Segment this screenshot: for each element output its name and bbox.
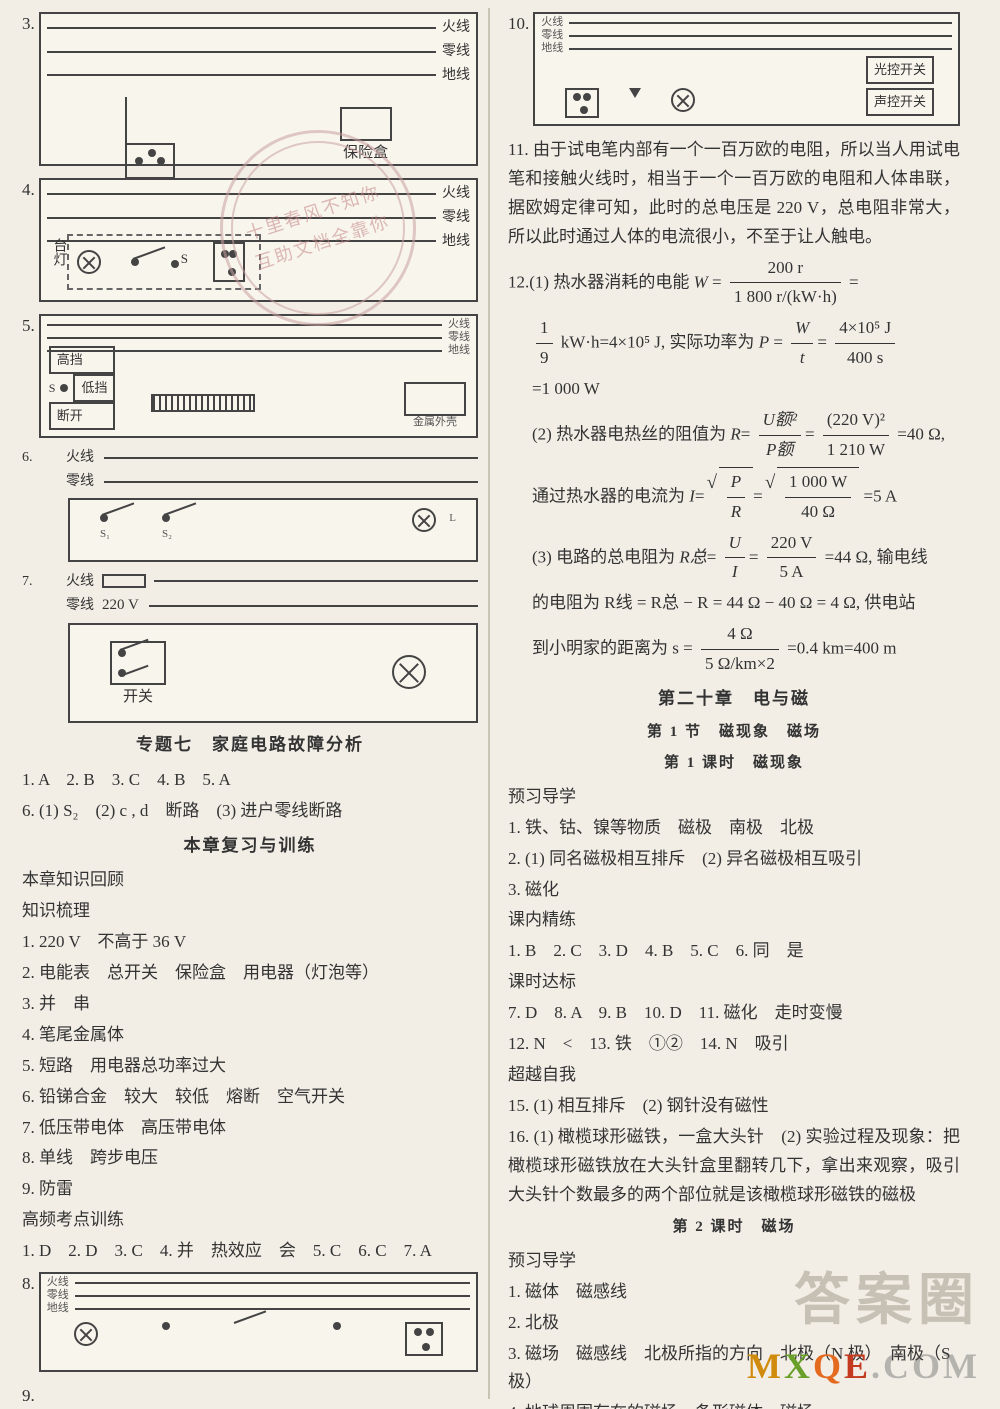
diagram-6: 6.火线 零线 S₁ S₂ L: [22, 446, 478, 562]
answer-12-1: 12.(1) 热水器消耗的电能 W = 200 r 1 800 r/(kW·h)…: [508, 254, 960, 313]
diagram-9: 9. 火线 零线 卧室灯 客厅灯: [22, 1382, 478, 1409]
topic7-ans-2: 6. (1) S₂ (2) c , d 断路 (3) 进户零线断路: [22, 797, 478, 826]
left-column: 3. 火线 零线 地线 插座: [10, 8, 490, 1399]
ch20-sec1: 第 1 节 磁现象 磁场: [508, 720, 960, 746]
p2-title: 第 2 课时 磁场: [508, 1215, 960, 1241]
freq-ans: 1. D 2. D 3. C 4. 并 热效应 会 5. C 6. C 7. A: [22, 1237, 478, 1266]
answer-12-3: (3) 电路的总电阻为 R总= U I= 220 V 5 A =44 Ω, 输电…: [508, 529, 960, 588]
num-4: 4.: [22, 176, 35, 205]
ch20-p1: 第 1 课时 磁现象: [508, 751, 960, 777]
diagram-8: 8. 火线 零线 地线: [22, 1268, 478, 1380]
topic7-title: 专题七 家庭电路故障分析: [22, 731, 478, 760]
review-h2: 知识梳理: [22, 897, 478, 926]
diagram-3: 3. 火线 零线 地线 插座: [22, 8, 478, 174]
answer-12-2: (2) 热水器电热丝的阻值为 R= U额² P额= (220 V)² 1 210…: [508, 406, 960, 465]
right-column: 10. 火线 零线 地线 光控开关 声控开关: [490, 8, 970, 1399]
diagram-4: 4. 火线 零线 地线 台灯 S: [22, 174, 478, 310]
beyond: 超越自我: [508, 1061, 960, 1090]
answer-11: 11. 由于试电笔内部有一个一百万欧的电阻，所以当人用试电笔和接触火线时，相当于…: [508, 136, 960, 252]
review-h1: 本章知识回顾: [22, 866, 478, 895]
inA: 课内精练: [508, 906, 960, 935]
diagram-5: 5. 火线 零线 地线 高挡 S 低挡 断开: [22, 310, 478, 446]
preA: 预习导学: [508, 783, 960, 812]
freq-title: 高频考点训练: [22, 1206, 478, 1235]
ch20-title: 第二十章 电与磁: [508, 685, 960, 714]
diagram-10: 10. 火线 零线 地线 光控开关 声控开关: [508, 8, 960, 134]
preB: 预习导学: [508, 1247, 960, 1276]
diagram-7: 7.火线 零线 220 V 开关: [22, 570, 478, 723]
num-5: 5.: [22, 312, 35, 341]
review-title: 本章复习与训练: [22, 832, 478, 861]
dbA: 课时达标: [508, 968, 960, 997]
topic7-ans-1: 1. A 2. B 3. C 4. B 5. A: [22, 766, 478, 795]
num-3: 3.: [22, 10, 35, 39]
